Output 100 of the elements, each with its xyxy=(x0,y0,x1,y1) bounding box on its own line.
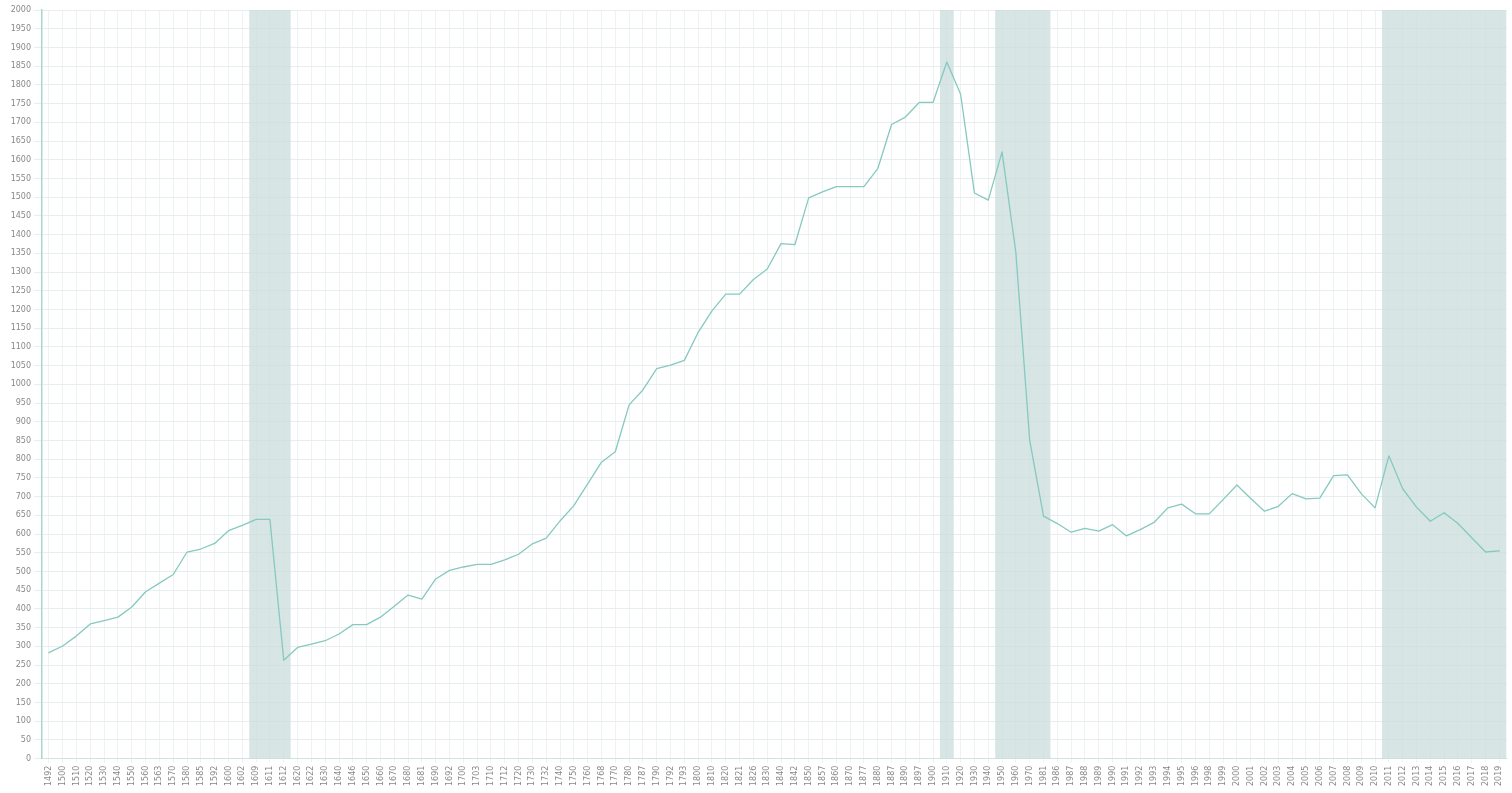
y-tick-label: 800 xyxy=(15,454,31,464)
x-tick-label: 2007 xyxy=(1328,765,1338,786)
x-tick-label: 1970 xyxy=(1024,765,1034,786)
x-tick-label: 1609 xyxy=(251,765,261,786)
x-tick-label: 1510 xyxy=(71,765,81,786)
x-tick-label: 2006 xyxy=(1314,765,1324,786)
y-tick-label: 1400 xyxy=(10,229,31,239)
y-tick-label: 1950 xyxy=(10,23,31,33)
x-tick-label: 1500 xyxy=(57,765,67,786)
x-tick-label: 1870 xyxy=(845,765,855,786)
x-tick-label: 1703 xyxy=(472,765,482,786)
x-tick-label: 1681 xyxy=(416,765,426,786)
x-tick-label: 1492 xyxy=(43,765,53,786)
x-tick-label: 1732 xyxy=(541,765,551,786)
y-tick-label: 1250 xyxy=(10,285,31,295)
x-tick-label: 2011 xyxy=(1383,765,1393,786)
x-tick-label: 1792 xyxy=(665,765,675,786)
x-tick-label: 1995 xyxy=(1176,765,1186,786)
y-tick-label: 1500 xyxy=(10,192,31,202)
x-tick-label: 1710 xyxy=(486,765,496,786)
x-tick-label: 1560 xyxy=(140,765,150,786)
x-tick-label: 1950 xyxy=(997,765,1007,786)
x-tick-label: 1996 xyxy=(1190,765,1200,786)
x-tick-label: 1780 xyxy=(624,765,634,786)
x-tick-label: 2001 xyxy=(1245,765,1255,786)
y-tick-label: 1900 xyxy=(10,42,31,52)
x-tick-label: 1640 xyxy=(334,765,344,786)
x-tick-label: 1793 xyxy=(679,765,689,786)
y-tick-label: 850 xyxy=(15,435,31,445)
x-tick-label: 1993 xyxy=(1149,765,1159,786)
y-tick-label: 400 xyxy=(15,603,31,613)
x-tick-label: 2004 xyxy=(1287,765,1297,786)
x-tick-label: 2000 xyxy=(1231,765,1241,786)
x-tick-label: 1692 xyxy=(444,765,454,786)
y-tick-label: 1450 xyxy=(10,210,31,220)
x-tick-label: 1630 xyxy=(320,765,330,786)
x-tick-label: 1550 xyxy=(126,765,136,786)
y-tick-label: 1200 xyxy=(10,304,31,314)
y-tick-label: 50 xyxy=(20,735,31,744)
y-tick-label: 0 xyxy=(25,753,31,763)
x-tick-label: 1740 xyxy=(555,765,565,786)
x-tick-label: 1826 xyxy=(748,765,758,786)
x-tick-label: 1988 xyxy=(1080,765,1090,786)
x-tick-label: 1787 xyxy=(637,765,647,786)
x-tick-label: 1857 xyxy=(817,765,827,786)
x-tick-label: 1760 xyxy=(582,765,592,786)
x-tick-label: 1877 xyxy=(859,765,869,786)
x-tick-label: 1986 xyxy=(1052,765,1062,786)
x-tick-label: 2002 xyxy=(1259,765,1269,786)
x-tick-label: 1720 xyxy=(513,765,523,786)
x-tick-label: 1910 xyxy=(941,765,951,786)
x-tick-label: 1987 xyxy=(1066,765,1076,786)
x-tick-label: 1530 xyxy=(99,765,109,786)
x-tick-label: 1940 xyxy=(983,765,993,786)
x-tick-label: 1730 xyxy=(527,765,537,786)
x-tick-label: 2008 xyxy=(1342,765,1352,786)
y-tick-label: 1050 xyxy=(10,360,31,370)
y-tick-label: 500 xyxy=(15,566,31,576)
x-tick-label: 2017 xyxy=(1466,765,1476,786)
x-tick-label: 2003 xyxy=(1273,765,1283,786)
x-tick-label: 1900 xyxy=(928,765,938,786)
x-tick-label: 1890 xyxy=(900,765,910,786)
y-tick-label: 1650 xyxy=(10,136,31,146)
y-tick-label: 100 xyxy=(15,716,31,726)
x-tick-label: 1600 xyxy=(223,765,233,786)
y-tick-label: 900 xyxy=(15,416,31,426)
y-tick-label: 150 xyxy=(15,697,31,707)
x-tick-label: 1821 xyxy=(734,765,744,786)
x-tick-label: 1712 xyxy=(499,765,509,786)
y-tick-label: 1350 xyxy=(10,248,31,258)
x-tick-label: 1570 xyxy=(168,765,178,786)
y-tick-label: 700 xyxy=(15,491,31,501)
x-tick-label: 2016 xyxy=(1453,765,1463,786)
x-tick-label: 2019 xyxy=(1494,765,1504,786)
x-tick-label: 1994 xyxy=(1162,765,1172,786)
x-tick-label: 1830 xyxy=(762,765,772,786)
x-tick-label: 2009 xyxy=(1356,765,1366,786)
x-tick-label: 1880 xyxy=(872,765,882,786)
y-tick-label: 950 xyxy=(15,398,31,408)
x-tick-label: 1920 xyxy=(955,765,965,786)
x-tick-label: 1563 xyxy=(154,765,164,786)
x-tick-label: 1810 xyxy=(707,765,717,786)
x-tick-label: 1790 xyxy=(651,765,661,786)
y-tick-label: 650 xyxy=(15,510,31,520)
y-tick-label: 1750 xyxy=(10,98,31,108)
x-tick-label: 1990 xyxy=(1107,765,1117,786)
x-tick-label: 1585 xyxy=(195,765,205,786)
y-tick-label: 1700 xyxy=(10,117,31,127)
y-tick-label: 250 xyxy=(15,660,31,670)
y-tick-label: 1800 xyxy=(10,79,31,89)
x-tick-label: 1887 xyxy=(886,765,896,786)
x-tick-label: 1991 xyxy=(1121,765,1131,786)
y-tick-label: 200 xyxy=(15,678,31,688)
x-tick-label: 1660 xyxy=(375,765,385,786)
x-tick-label: 2018 xyxy=(1480,765,1490,786)
y-tick-label: 1150 xyxy=(10,323,31,333)
x-tick-label: 1670 xyxy=(389,765,399,786)
x-tick-label: 1999 xyxy=(1218,765,1228,786)
y-tick-label: 750 xyxy=(15,472,31,482)
x-tick-label: 2013 xyxy=(1411,765,1421,786)
